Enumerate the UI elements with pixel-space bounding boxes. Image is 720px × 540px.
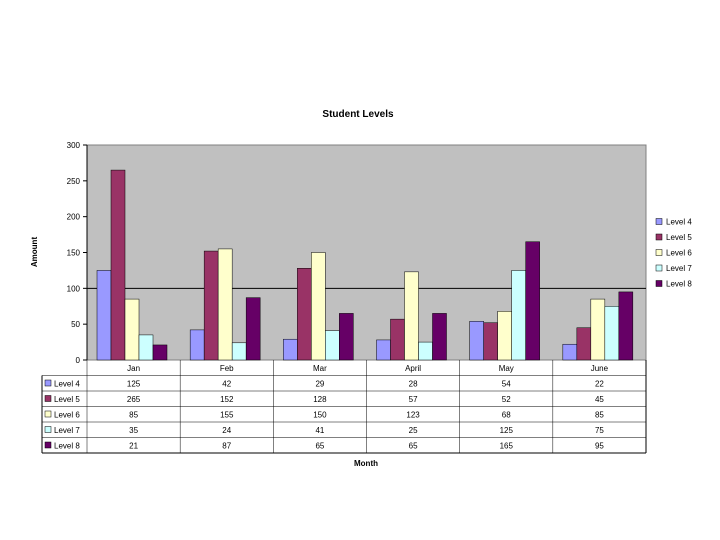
legend-swatch <box>655 264 663 272</box>
legend-swatch <box>655 233 663 241</box>
table-cell-value: 128 <box>313 395 327 404</box>
bar-level-8-mar <box>339 313 354 361</box>
y-tick-label: 100 <box>67 284 81 293</box>
x-tick-label: Feb <box>220 364 234 373</box>
bar-level-8-june <box>618 291 634 361</box>
bar-level-4-jan <box>96 270 112 361</box>
y-tick-label: 50 <box>71 320 80 329</box>
bar-level-6-april <box>404 271 419 361</box>
table-cell-value: 24 <box>222 426 231 435</box>
bar-level-7-jan <box>138 334 154 361</box>
bar-level-5-feb <box>203 250 219 361</box>
table-series-swatch <box>44 410 52 418</box>
table-cell-value: 87 <box>222 442 231 451</box>
bar-level-5-may <box>483 322 498 361</box>
table-cell-value: 54 <box>502 380 511 389</box>
table-cell-value: 123 <box>406 411 420 420</box>
table-series-name: Level 4 <box>54 380 80 389</box>
bar-level-7-mar <box>325 330 340 361</box>
table-series-swatch <box>44 426 52 433</box>
table-cell-value: 57 <box>409 395 418 404</box>
table-cell-value: 45 <box>595 395 604 404</box>
bar-level-6-jan <box>124 298 140 361</box>
table-cell-value: 125 <box>127 380 141 389</box>
y-tick-label: 300 <box>67 141 81 150</box>
bar-level-4-may <box>469 321 484 361</box>
legend-label: Level 5 <box>666 233 692 242</box>
y-tick-label: 150 <box>67 249 81 258</box>
table-cell-value: 42 <box>222 380 231 389</box>
table-cell-value: 150 <box>313 411 327 420</box>
legend-label: Level 6 <box>666 249 692 258</box>
table-cell-value: 29 <box>315 380 324 389</box>
bar-level-4-mar <box>283 338 298 361</box>
table-cell-value: 85 <box>129 411 138 420</box>
table-series-name: Level 7 <box>54 426 80 435</box>
table-cell-value: 95 <box>595 442 604 451</box>
x-tick-label: June <box>591 364 609 373</box>
table-cell-value: 75 <box>595 426 604 435</box>
table-series-name: Level 8 <box>54 442 80 451</box>
legend-swatch <box>655 218 663 225</box>
y-tick-label: 200 <box>67 213 81 222</box>
bar-level-6-may <box>497 311 512 361</box>
plot-area <box>86 144 647 361</box>
bar-level-6-june <box>590 298 606 361</box>
x-tick-label: Mar <box>313 364 327 373</box>
bar-level-5-june <box>576 327 592 361</box>
bar-level-5-april <box>390 318 405 361</box>
bar-level-7-may <box>511 270 526 361</box>
table-cell-value: 125 <box>500 426 514 435</box>
table-cell-value: 21 <box>129 442 138 451</box>
table-cell-value: 85 <box>595 411 604 420</box>
legend-label: Level 7 <box>666 264 692 273</box>
table-cell-value: 41 <box>315 426 324 435</box>
bar-level-8-april <box>432 313 447 361</box>
table-series-swatch <box>44 441 52 449</box>
bar-level-5-jan <box>110 169 126 361</box>
table-series-swatch <box>44 379 52 387</box>
table-cell-value: 65 <box>315 442 324 451</box>
legend-label: Level 8 <box>666 280 692 289</box>
legend-swatch <box>655 280 663 287</box>
bar-level-4-feb <box>189 329 205 361</box>
table-cell-value: 155 <box>220 411 234 420</box>
legend-swatch <box>655 249 663 256</box>
table-cell-value: 25 <box>409 426 418 435</box>
y-tick-label: 250 <box>67 177 81 186</box>
table-series-name: Level 5 <box>54 395 80 404</box>
table-cell-value: 152 <box>220 395 234 404</box>
table-series-name: Level 6 <box>54 411 80 420</box>
bar-level-7-april <box>418 341 433 361</box>
bar-level-8-jan <box>152 344 168 361</box>
table-cell-value: 28 <box>409 380 418 389</box>
table-series-swatch <box>44 395 52 402</box>
bar-level-8-feb <box>245 297 261 361</box>
bar-level-8-may <box>525 241 540 361</box>
x-axis-label: Month <box>354 459 378 468</box>
legend-label: Level 4 <box>666 218 692 227</box>
bar-level-5-mar <box>297 268 312 361</box>
bar-level-6-mar <box>311 252 326 361</box>
table-cell-value: 68 <box>502 411 511 420</box>
table-cell-value: 265 <box>127 395 141 404</box>
table-cell-value: 165 <box>500 442 514 451</box>
bar-level-4-june <box>562 343 578 361</box>
table-cell-value: 65 <box>409 442 418 451</box>
bar-level-7-feb <box>231 342 247 361</box>
x-tick-label: May <box>499 364 514 373</box>
bar-level-6-feb <box>217 248 233 361</box>
chart-title: Student Levels <box>322 109 394 120</box>
y-axis-label: Amount <box>30 237 39 268</box>
x-tick-label: Jan <box>127 364 140 373</box>
table-cell-value: 22 <box>595 380 604 389</box>
table-cell-value: 35 <box>129 426 138 435</box>
x-tick-label: April <box>405 364 421 373</box>
bar-level-7-june <box>604 306 620 361</box>
table-cell-value: 52 <box>502 395 511 404</box>
y-tick-label: 0 <box>76 356 81 365</box>
bar-level-4-april <box>376 339 391 361</box>
